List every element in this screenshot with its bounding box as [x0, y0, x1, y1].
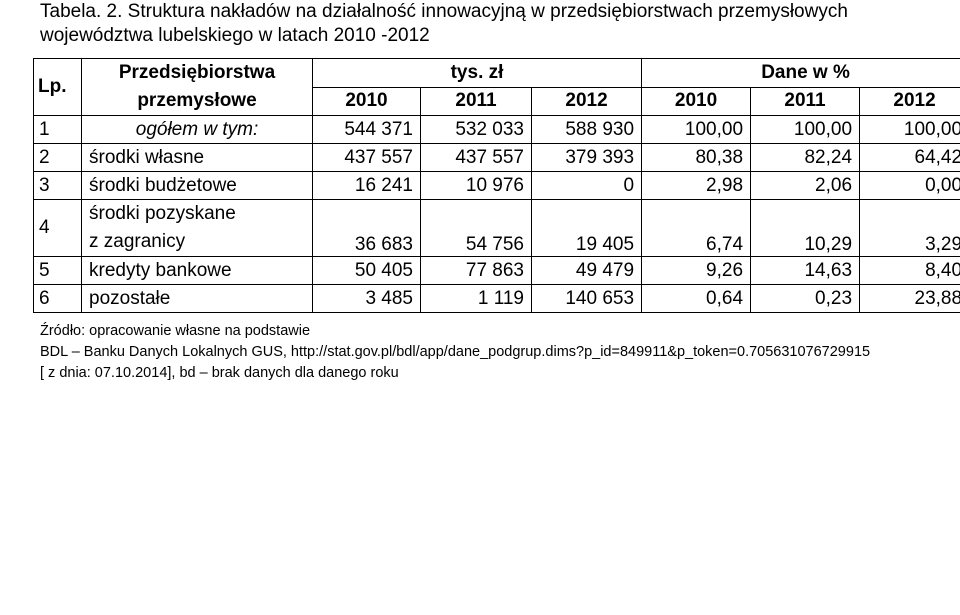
row-name: środki własne — [81, 143, 313, 172]
row-value: 6,74 — [641, 199, 752, 257]
caption-line-1: Tabela. 2. Struktura nakładów na działal… — [40, 1, 848, 22]
row-value: 19 405 — [530, 199, 643, 257]
table-row: 6 pozostałe 3 485 1 119 140 653 0,64 0,2… — [33, 284, 960, 313]
row-value: 23,88 — [859, 284, 960, 313]
header-group-abs: tys. zł — [311, 58, 643, 88]
table-row: 4 środki pozyskane z zagranicy 36 683 54… — [33, 199, 960, 257]
row-value: 8,40 — [859, 256, 960, 285]
header-row-2: 2010 2011 2012 2010 2011 2012 — [34, 86, 960, 116]
source-note: Źródło: opracowanie własne na podstawie … — [40, 321, 940, 384]
header-lp: Lp. — [33, 58, 82, 116]
header-name-line-2: przemysłowe — [137, 90, 257, 111]
row-value: 0 — [530, 171, 643, 200]
row-value: 100,00 — [750, 115, 861, 144]
table-row: 2 środki własne 437 557 437 557 379 393 … — [33, 143, 960, 172]
row-value: 50 405 — [312, 256, 421, 285]
row-value: 80,38 — [641, 143, 752, 172]
row-lp: 6 — [33, 284, 82, 313]
row-value: 100,00 — [859, 115, 960, 144]
row-value: 0,23 — [750, 284, 861, 313]
source-line-2: BDL – Banku Danych Lokalnych GUS, http:/… — [40, 344, 871, 360]
row-lp: 1 — [33, 115, 82, 144]
header-year: 2011 — [420, 86, 532, 116]
row-name: kredyty bankowe — [81, 256, 313, 285]
table-row: 5 kredyty bankowe 50 405 77 863 49 479 9… — [33, 256, 960, 285]
row-value: 14,63 — [750, 256, 861, 285]
row-value: 140 653 — [530, 284, 643, 313]
row-value: 9,26 — [641, 256, 752, 285]
header-year: 2011 — [750, 86, 861, 116]
header-name: Przedsiębiorstwa przemysłowe — [81, 58, 313, 116]
row-name: środki budżetowe — [81, 171, 313, 200]
row-value: 532 033 — [420, 115, 532, 144]
row-value: 16 241 — [312, 171, 421, 200]
row-value: 54 756 — [420, 199, 532, 257]
source-line-3: [ z dnia: 07.10.2014], bd – brak danych … — [40, 365, 399, 381]
row-name-line-2: z zagranicy — [89, 231, 186, 252]
row-value: 2,06 — [750, 171, 861, 200]
caption-line-2: województwa lubelskiego w latach 2010 -2… — [40, 25, 430, 46]
header-year: 2012 — [859, 86, 960, 116]
row-value: 49 479 — [530, 256, 643, 285]
data-table: Lp. Przedsiębiorstwa przemysłowe tys. zł… — [33, 58, 960, 313]
row-name-line-1: środki pozyskane — [89, 203, 236, 224]
row-value: 10,29 — [750, 199, 861, 257]
row-name: pozostałe — [81, 284, 313, 313]
row-lp: 2 — [33, 143, 82, 172]
row-lp: 3 — [33, 171, 82, 200]
table-row: 3 środki budżetowe 16 241 10 976 0 2,98 … — [33, 171, 960, 200]
source-line-1: Źródło: opracowanie własne na podstawie — [40, 323, 311, 339]
row-value: 3,29 — [859, 199, 960, 257]
row-name: środki pozyskane z zagranicy — [81, 199, 313, 257]
table-caption: Tabela. 2. Struktura nakładów na działal… — [40, 0, 940, 48]
row-value: 437 557 — [420, 143, 532, 172]
row-value: 10 976 — [420, 171, 532, 200]
header-row-1: Lp. Przedsiębiorstwa przemysłowe tys. zł… — [33, 58, 960, 116]
row-value: 544 371 — [312, 115, 421, 144]
row-value: 3 485 — [312, 284, 421, 313]
header-group-pct: Dane w % — [641, 58, 960, 88]
row-name: ogółem w tym: — [81, 115, 313, 144]
row-value: 1 119 — [420, 284, 532, 313]
row-value: 379 393 — [530, 143, 643, 172]
row-value: 64,42 — [859, 143, 960, 172]
row-value: 437 557 — [312, 143, 421, 172]
header-year: 2010 — [312, 86, 421, 116]
row-lp: 5 — [33, 256, 82, 285]
row-lp: 4 — [33, 199, 82, 257]
row-value: 82,24 — [750, 143, 861, 172]
row-value: 0,00 — [859, 171, 960, 200]
row-value: 0,64 — [641, 284, 752, 313]
table-row: 1 ogółem w tym: 544 371 532 033 588 930 … — [33, 115, 960, 144]
row-value: 100,00 — [641, 115, 752, 144]
header-year: 2012 — [530, 86, 643, 116]
header-name-line-1: Przedsiębiorstwa — [118, 62, 276, 83]
row-value: 588 930 — [530, 115, 643, 144]
row-value: 2,98 — [641, 171, 752, 200]
row-value: 77 863 — [420, 256, 532, 285]
header-year: 2010 — [641, 86, 752, 116]
row-value: 36 683 — [312, 199, 421, 257]
